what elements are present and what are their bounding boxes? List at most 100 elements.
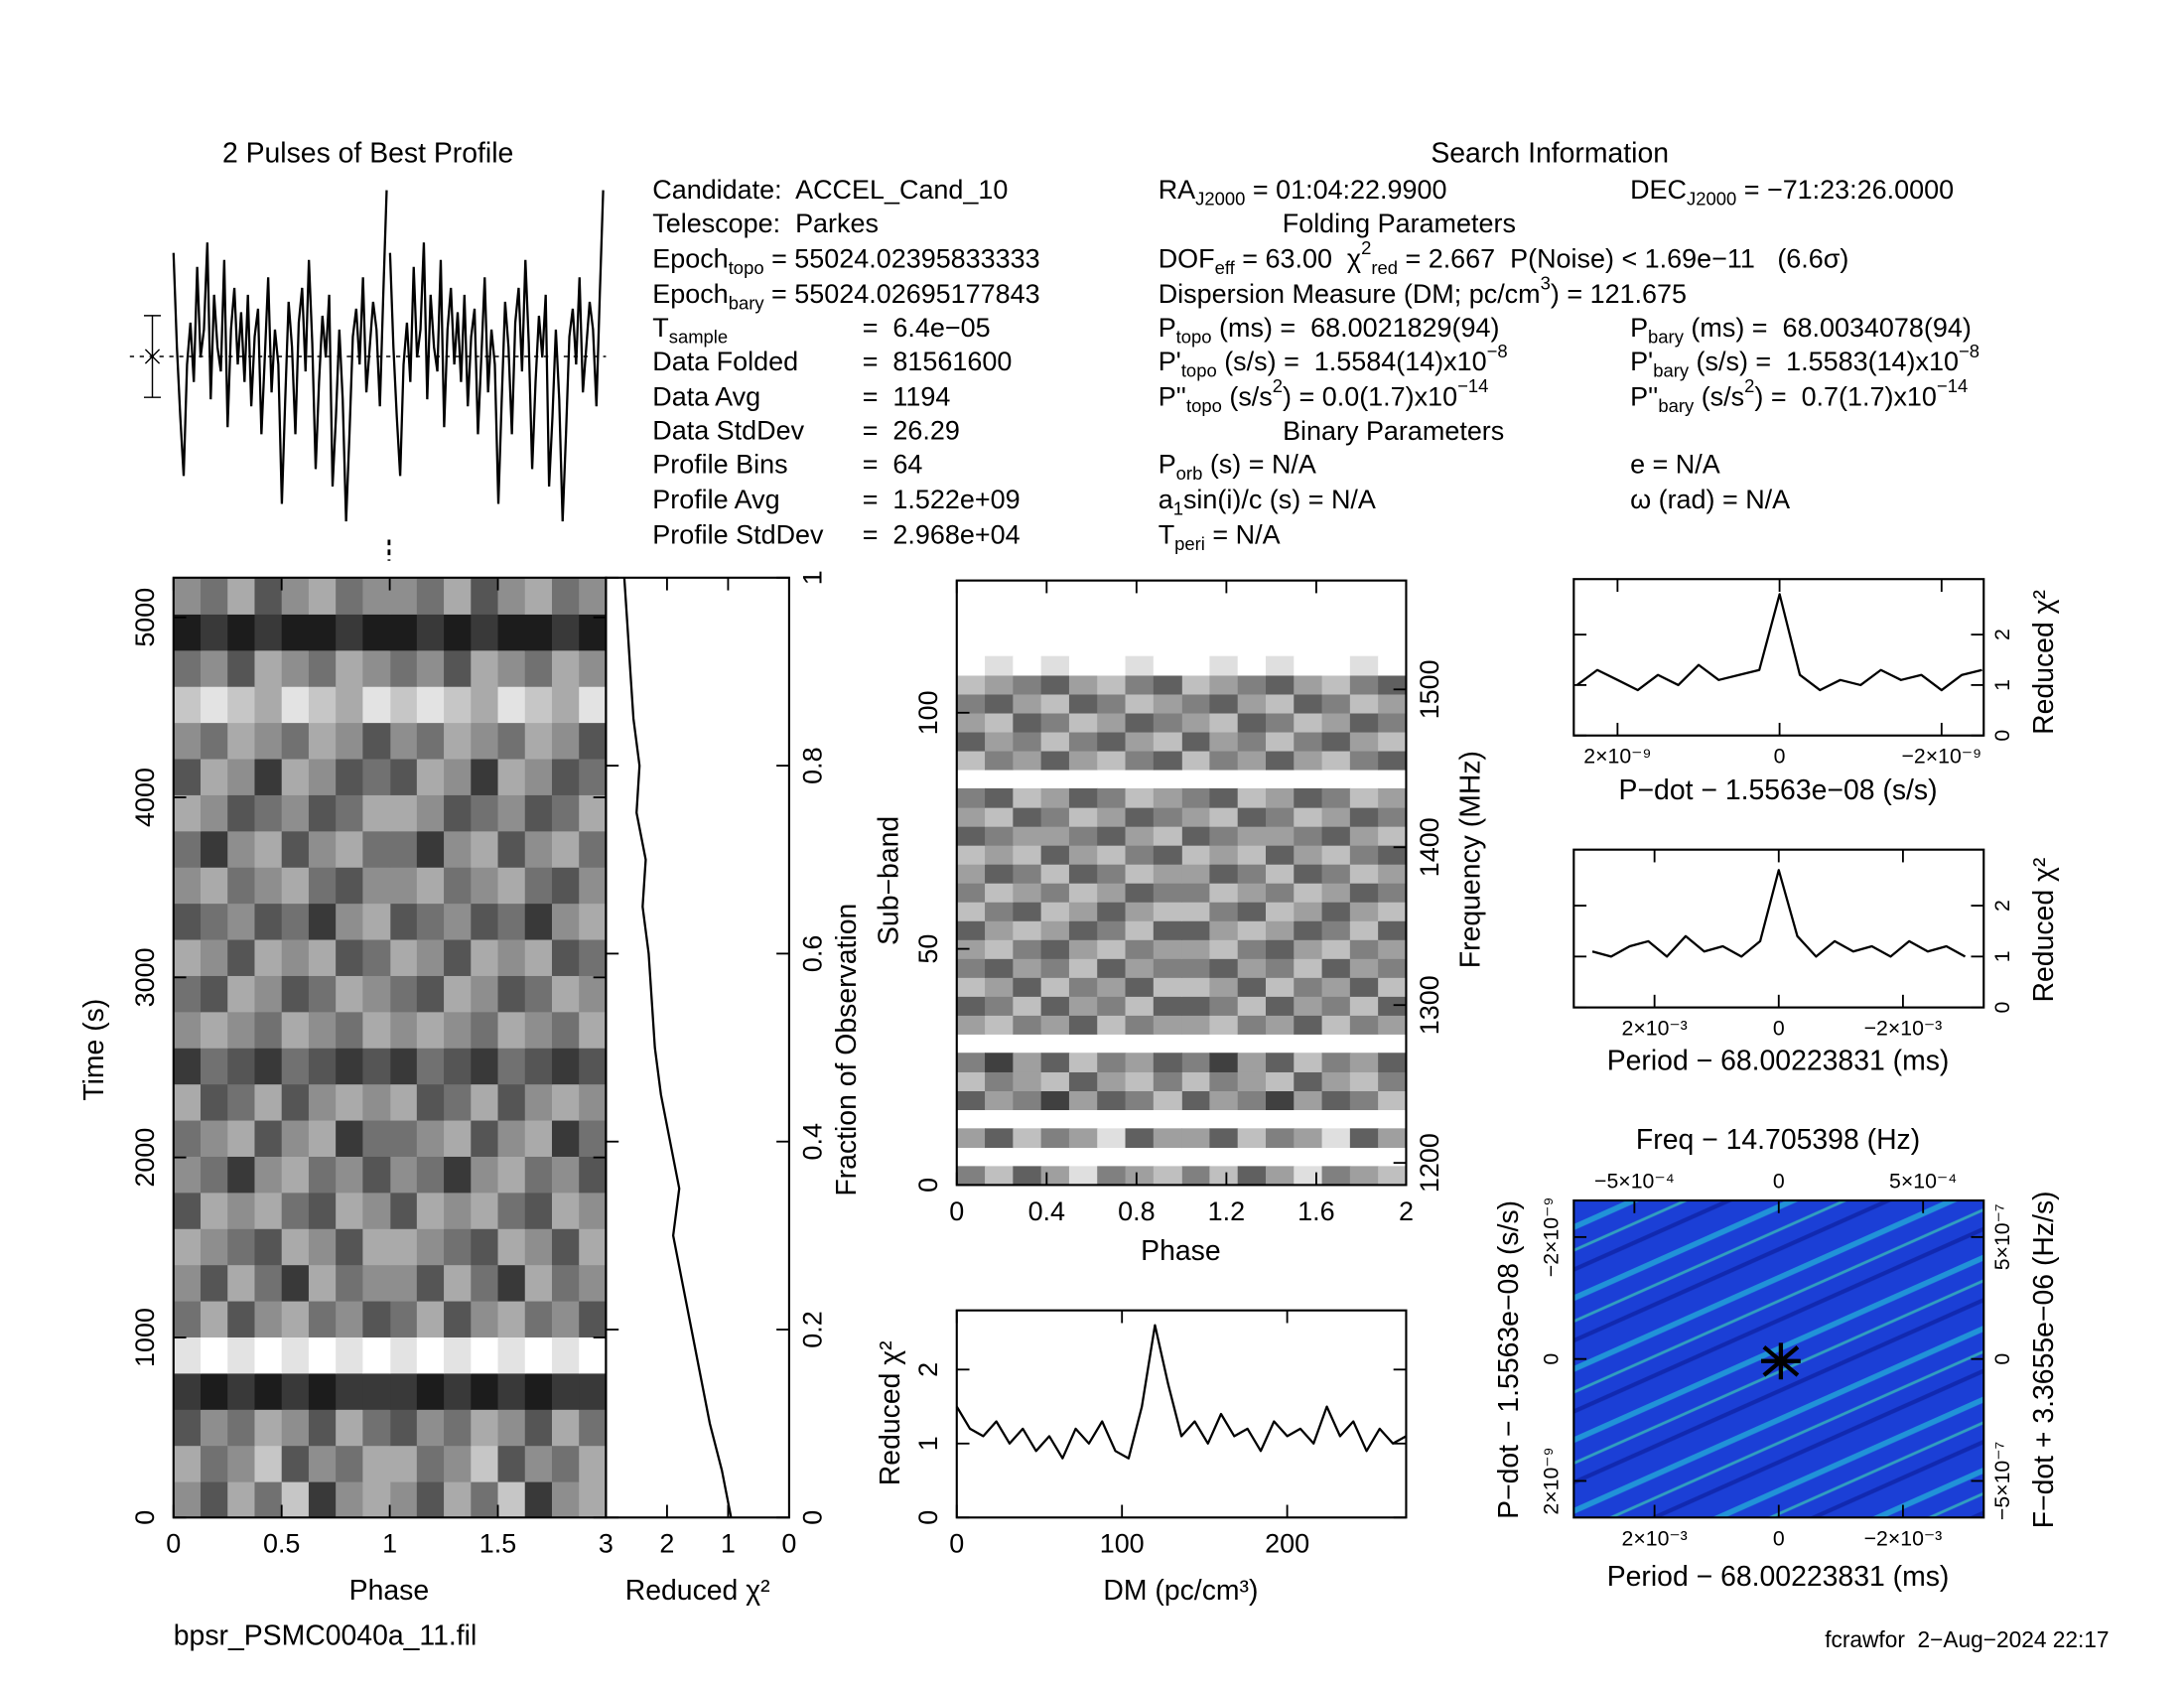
heat-cell [579, 1409, 608, 1447]
heat-cell [1321, 844, 1351, 865]
heat-cell [254, 649, 283, 687]
heat-cell [281, 1480, 310, 1519]
heat-cell [1349, 731, 1379, 752]
y-tick-label: 3000 [130, 947, 160, 1007]
heat-cell [1294, 693, 1323, 714]
heat-cell [336, 1156, 364, 1194]
info-text: Profile Avg [652, 485, 779, 514]
heat-cell [1294, 1015, 1323, 1035]
heat-cell [579, 1048, 608, 1085]
heat-cell [1068, 958, 1098, 978]
info-text: = 55024.02695177843 [764, 279, 1040, 309]
info-line: Tperi = N/A [1159, 520, 1281, 554]
heat-cell [173, 938, 202, 976]
heat-cell [227, 722, 256, 760]
heat-cell [1013, 1071, 1042, 1091]
heat-cell [1265, 712, 1295, 733]
frame [955, 1309, 1408, 1519]
heat-cell [173, 975, 202, 1013]
heat-cell [471, 975, 499, 1013]
heat-cell [444, 649, 473, 687]
heat-cell [362, 975, 391, 1013]
heat-cell [1153, 996, 1182, 1016]
heat-cell [524, 975, 553, 1013]
heat-cell [1321, 1071, 1351, 1091]
y-tick-label: 0 [913, 1510, 943, 1525]
heat-cell [1294, 1128, 1323, 1149]
heat-cell [1013, 712, 1042, 733]
filename: bpsr_PSMC0040a_11.fil [174, 1619, 477, 1651]
heat-cell [471, 577, 499, 615]
heat-cell [1321, 655, 1351, 676]
heat-cell [416, 1264, 445, 1302]
chi-line [622, 577, 733, 1518]
heat-cell [1209, 1015, 1239, 1035]
heat-cell [579, 938, 608, 976]
heat-cell [281, 1409, 310, 1447]
heat-cell [1321, 1015, 1351, 1035]
heat-cell [227, 975, 256, 1013]
heat-cell [1181, 674, 1211, 695]
info-text: = 55024.02395833333 [764, 244, 1040, 274]
heat-cell [1013, 996, 1042, 1016]
heat-cell [497, 722, 526, 760]
heat-cell [254, 1300, 283, 1337]
y2-axis-title: Frequency (MHz) [1455, 751, 1487, 968]
heat-cell [281, 686, 310, 724]
heat-cell [336, 975, 364, 1013]
heat-cell [389, 1192, 418, 1229]
heat-cell [1378, 655, 1408, 676]
heat-cell [1181, 920, 1211, 940]
heat-cell [985, 674, 1015, 695]
heat-cell [1125, 1128, 1155, 1149]
heat-cell [416, 867, 445, 905]
heat-cell [173, 1300, 202, 1337]
heat-cell [551, 975, 580, 1013]
info-text: Data StdDev [652, 416, 804, 446]
heat-cell [551, 1372, 580, 1410]
heat-cell [985, 787, 1015, 808]
heat-cell [1237, 902, 1267, 921]
heat-cell [956, 1090, 986, 1111]
heat-cell [1068, 750, 1098, 771]
heat-cell [201, 758, 228, 795]
heat-cell [254, 686, 283, 724]
heat-cell [1349, 920, 1379, 940]
heat-cell [1349, 902, 1379, 921]
heat-cell [1097, 844, 1127, 865]
heat-cell [444, 1048, 473, 1085]
info-text: J2000 [1687, 188, 1736, 209]
heat-cell [551, 1119, 580, 1157]
heat-cell [956, 902, 986, 921]
heat-cell [1040, 693, 1070, 714]
heat-cell [416, 1119, 445, 1157]
heat-cell [551, 614, 580, 651]
heat-cell [497, 577, 526, 615]
heat-cell [227, 1300, 256, 1337]
heat-cell [281, 903, 310, 940]
x-axis-title: Period − 68.00223831 (ms) [1607, 1045, 1950, 1076]
info-text: Telescope: Parkes [652, 209, 879, 238]
heat-cell [1349, 712, 1379, 733]
heat-cell [497, 1372, 526, 1410]
heat-cell [416, 1445, 445, 1482]
info-text: Profile Bins [652, 450, 787, 480]
heat-cell [362, 649, 391, 687]
heat-cell [524, 577, 553, 615]
heat-cell [1378, 731, 1408, 752]
heat-cell [1265, 977, 1295, 997]
heat-cell [227, 1011, 256, 1049]
heat-cell [1265, 1090, 1295, 1111]
heat-cell [281, 1372, 310, 1410]
heat-cell [985, 1015, 1015, 1035]
heat-cell [1321, 920, 1351, 940]
heat-cell [1040, 883, 1070, 903]
heat-cell [985, 863, 1015, 884]
heat-cell [254, 867, 283, 905]
heat-cell [1321, 750, 1351, 771]
info-line: Profile Avg = 1.522e+09 [652, 485, 1020, 514]
heat-cell [1378, 863, 1408, 884]
heat-cell [1125, 1166, 1155, 1187]
heat-cell [524, 1372, 553, 1410]
heat-cell [1209, 996, 1239, 1016]
